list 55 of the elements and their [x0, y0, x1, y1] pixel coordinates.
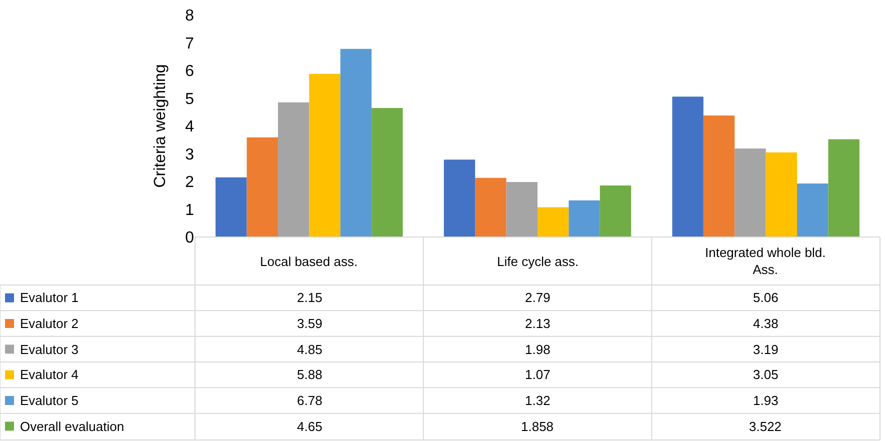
- x-tick-label: Life cycle ass.: [497, 254, 579, 269]
- y-tick-label: 2: [185, 174, 194, 192]
- bar: [340, 48, 372, 237]
- data-label: 2.15: [297, 290, 322, 305]
- bar: [246, 137, 278, 237]
- bar: [216, 177, 247, 237]
- bar: [538, 207, 569, 237]
- y-tick-label: 5: [185, 90, 194, 108]
- legend-label: Evalutor 2: [20, 316, 79, 331]
- bar: [475, 178, 506, 237]
- data-label: 4.65: [297, 419, 322, 434]
- legend-label: Evalutor 1: [20, 290, 79, 305]
- y-tick-label: 8: [185, 8, 194, 25]
- data-label: 6.78: [297, 393, 322, 408]
- bar: [672, 96, 704, 237]
- data-label: 4.85: [297, 342, 322, 357]
- x-tick-label: Integrated whole bld. Ass.: [705, 245, 826, 277]
- bar: [734, 148, 766, 237]
- bar: [444, 160, 476, 237]
- data-label: 3.59: [297, 316, 322, 331]
- bar: [309, 74, 340, 237]
- y-tick-label: 7: [185, 35, 194, 52]
- bar: [568, 200, 600, 237]
- bar: [797, 183, 828, 237]
- legend-label: Evalutor 4: [20, 367, 79, 382]
- data-label: 3.05: [753, 367, 778, 382]
- y-tick-label: 0: [185, 230, 194, 247]
- data-label: 2.79: [525, 290, 550, 305]
- data-label: 1.32: [525, 393, 550, 408]
- y-tick-label: 4: [185, 118, 194, 136]
- data-label: 1.07: [525, 367, 550, 382]
- data-label: 1.858: [521, 419, 554, 434]
- data-label: 3.19: [753, 342, 778, 357]
- bar: [703, 115, 735, 237]
- data-label: 3.522: [749, 419, 782, 434]
- bar: [600, 185, 632, 237]
- y-tick-label: 1: [185, 202, 194, 219]
- x-tick-label: Local based ass.: [260, 254, 358, 269]
- data-label: 2.13: [525, 316, 550, 331]
- data-label: 1.98: [525, 342, 550, 357]
- legend-label: Evalutor 5: [20, 393, 79, 408]
- legend-label: Evalutor 3: [20, 342, 79, 357]
- y-tick-label: 6: [185, 63, 194, 80]
- y-tick-label: 3: [185, 146, 194, 164]
- bar: [506, 182, 538, 237]
- data-label: 4.38: [753, 316, 778, 331]
- bar: [828, 139, 860, 237]
- data-label: 5.06: [753, 290, 778, 305]
- bar: [766, 152, 798, 237]
- data-label: 1.93: [753, 393, 778, 408]
- bar: [278, 102, 310, 237]
- bar: [372, 108, 403, 237]
- legend-label: Overall evaluation: [20, 419, 124, 434]
- y-axis-title: Criteria weighting: [152, 64, 169, 188]
- data-label: 5.88: [297, 367, 322, 382]
